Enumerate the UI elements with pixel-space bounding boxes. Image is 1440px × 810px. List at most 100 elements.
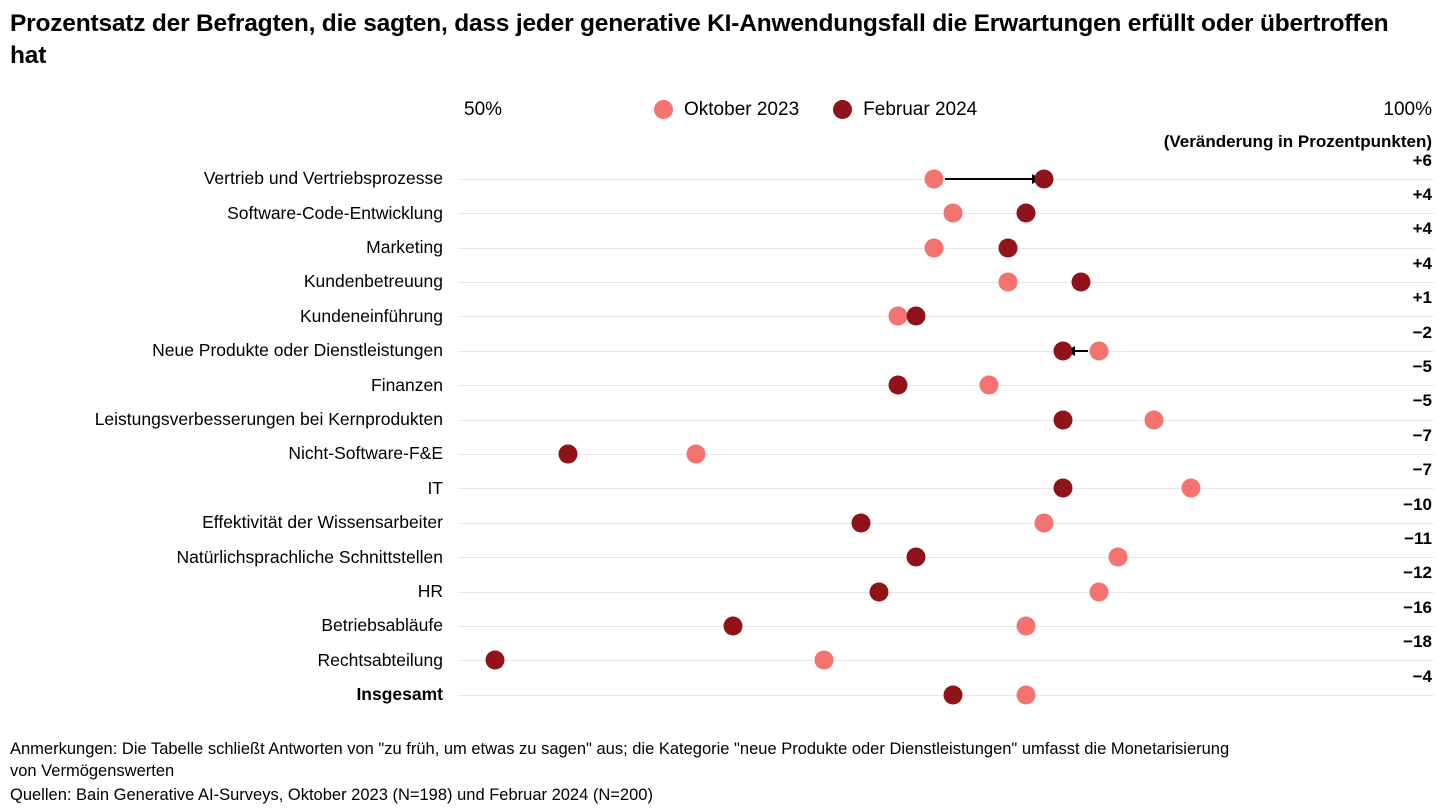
row-label: IT [427, 477, 443, 498]
dot-oktober-2023 [1089, 582, 1109, 602]
dot-oktober-2023 [1016, 616, 1036, 636]
dot-februar-2024 [851, 513, 871, 533]
chart-row: Marketing +4 [6, 219, 1434, 264]
change-value: +4 [1412, 253, 1432, 273]
row-change-cell: +4 [1374, 185, 1434, 230]
dot-oktober-2023 [924, 169, 944, 189]
row-change-cell: −7 [1374, 460, 1434, 505]
dot-februar-2024 [943, 685, 963, 705]
dot-februar-2024 [1053, 478, 1073, 498]
row-plot [458, 437, 1434, 471]
axis-max-label: 100% [1383, 98, 1432, 120]
row-label: Finanzen [371, 374, 443, 395]
chart-row: Insgesamt −4 [6, 667, 1434, 712]
axis-min-label: 50% [464, 98, 503, 120]
change-arrow-icon [945, 173, 1042, 184]
row-plot [458, 506, 1434, 540]
dot-oktober-2023 [1016, 685, 1036, 705]
grid-line [458, 488, 1434, 490]
row-change-cell: −16 [1374, 598, 1434, 643]
dot-februar-2024 [869, 582, 889, 602]
dot-februar-2024 [558, 444, 578, 464]
grid-line [458, 419, 1434, 421]
dot-februar-2024 [906, 547, 926, 567]
change-value: −16 [1403, 597, 1432, 617]
footnotes: Anmerkungen: Die Tabelle schließt Antwor… [6, 738, 1434, 807]
dot-februar-2024 [998, 238, 1018, 258]
change-value: −5 [1412, 391, 1432, 411]
row-change-cell: −5 [1374, 357, 1434, 402]
dot-februar-2024 [1016, 203, 1036, 223]
row-label: HR [417, 580, 443, 601]
dot-oktober-2023 [686, 444, 706, 464]
row-plot [458, 471, 1434, 505]
dot-februar-2024 [888, 375, 908, 395]
row-change-cell: +6 [1374, 151, 1434, 196]
row-label: Marketing [366, 237, 443, 257]
change-value: −7 [1412, 425, 1432, 445]
legend: Oktober 2023 Februar 2024 [654, 99, 977, 121]
grid-line [458, 385, 1434, 387]
grid-line [458, 282, 1434, 284]
change-value: +4 [1412, 185, 1432, 205]
dot-februar-2024 [906, 306, 926, 326]
chart-row: Betriebsabläufe −16 [6, 598, 1434, 643]
dot-februar-2024 [485, 650, 505, 670]
change-value: +6 [1412, 150, 1432, 170]
grid-line [458, 350, 1434, 352]
chart-title: Prozentsatz der Befragten, die sagten, d… [10, 10, 1389, 70]
row-plot [458, 334, 1434, 368]
februar-2024-dot-icon [833, 100, 853, 120]
row-label: Betriebsabläufe [321, 615, 443, 636]
row-label: Rechtsabteilung [317, 649, 444, 670]
change-value: +4 [1412, 219, 1432, 239]
note-quellen: Quellen: Bain Generative AI-Surveys, Okt… [10, 786, 653, 805]
row-change-cell: −5 [1374, 391, 1434, 436]
row-plot [458, 678, 1434, 712]
row-plot [458, 265, 1434, 299]
row-label: Nicht-Software-F&E [288, 443, 443, 464]
chart-row: Finanzen −5 [6, 357, 1434, 402]
row-change-cell: +4 [1374, 254, 1434, 299]
dot-februar-2024 [1053, 341, 1073, 361]
grid-line [458, 247, 1434, 249]
row-change-cell: +4 [1374, 219, 1434, 264]
change-value: −11 [1404, 528, 1432, 548]
dot-oktober-2023 [1108, 547, 1128, 567]
dot-oktober-2023 [979, 375, 999, 395]
dot-februar-2024 [1034, 169, 1054, 189]
legend-item-februar-2024: Februar 2024 [833, 99, 977, 121]
change-value: −18 [1403, 632, 1432, 652]
chart-row: Rechtsabteilung −18 [6, 632, 1434, 677]
row-plot [458, 196, 1434, 230]
row-plot [458, 643, 1434, 677]
note-anmerkungen: Anmerkungen: Die Tabelle schließt Antwor… [10, 739, 1230, 781]
chart-row: HR −12 [6, 563, 1434, 608]
chart-row: Kundeneinführung +1 [6, 288, 1434, 333]
grid-line [458, 557, 1434, 559]
grid-line [458, 453, 1434, 455]
row-plot [458, 402, 1434, 436]
change-arrow-icon [1065, 345, 1089, 356]
dot-oktober-2023 [888, 306, 908, 326]
row-plot [458, 609, 1434, 643]
axis-header: 50% Oktober 2023 Februar 2024 100% [6, 99, 1434, 129]
chart-row: Effektivität der Wissensarbeiter −10 [6, 495, 1434, 540]
grid-line [458, 625, 1434, 627]
oktober-2023-dot-icon [654, 100, 673, 120]
row-label: Effektivität der Wissensarbeiter [202, 512, 443, 533]
chart-row: IT −7 [6, 460, 1434, 505]
row-plot [458, 230, 1434, 264]
chart-row: Kundenbetreuung +4 [6, 254, 1434, 299]
chart-row: Leistungsverbesserungen bei Kernprodukte… [6, 391, 1434, 436]
row-label: Vertrieb und Vertriebsprozesse [203, 168, 443, 189]
row-label: Leistungsverbesserungen bei Kernprodukte… [94, 408, 443, 429]
row-plot [458, 162, 1434, 196]
chart-row: Nicht-Software-F&E −7 [6, 426, 1434, 471]
row-plot [458, 574, 1434, 608]
row-change-cell: −10 [1374, 495, 1434, 540]
dot-oktober-2023 [943, 203, 963, 223]
dot-februar-2024 [723, 616, 743, 636]
row-label: Neue Produkte oder Dienstleistungen [152, 340, 443, 361]
